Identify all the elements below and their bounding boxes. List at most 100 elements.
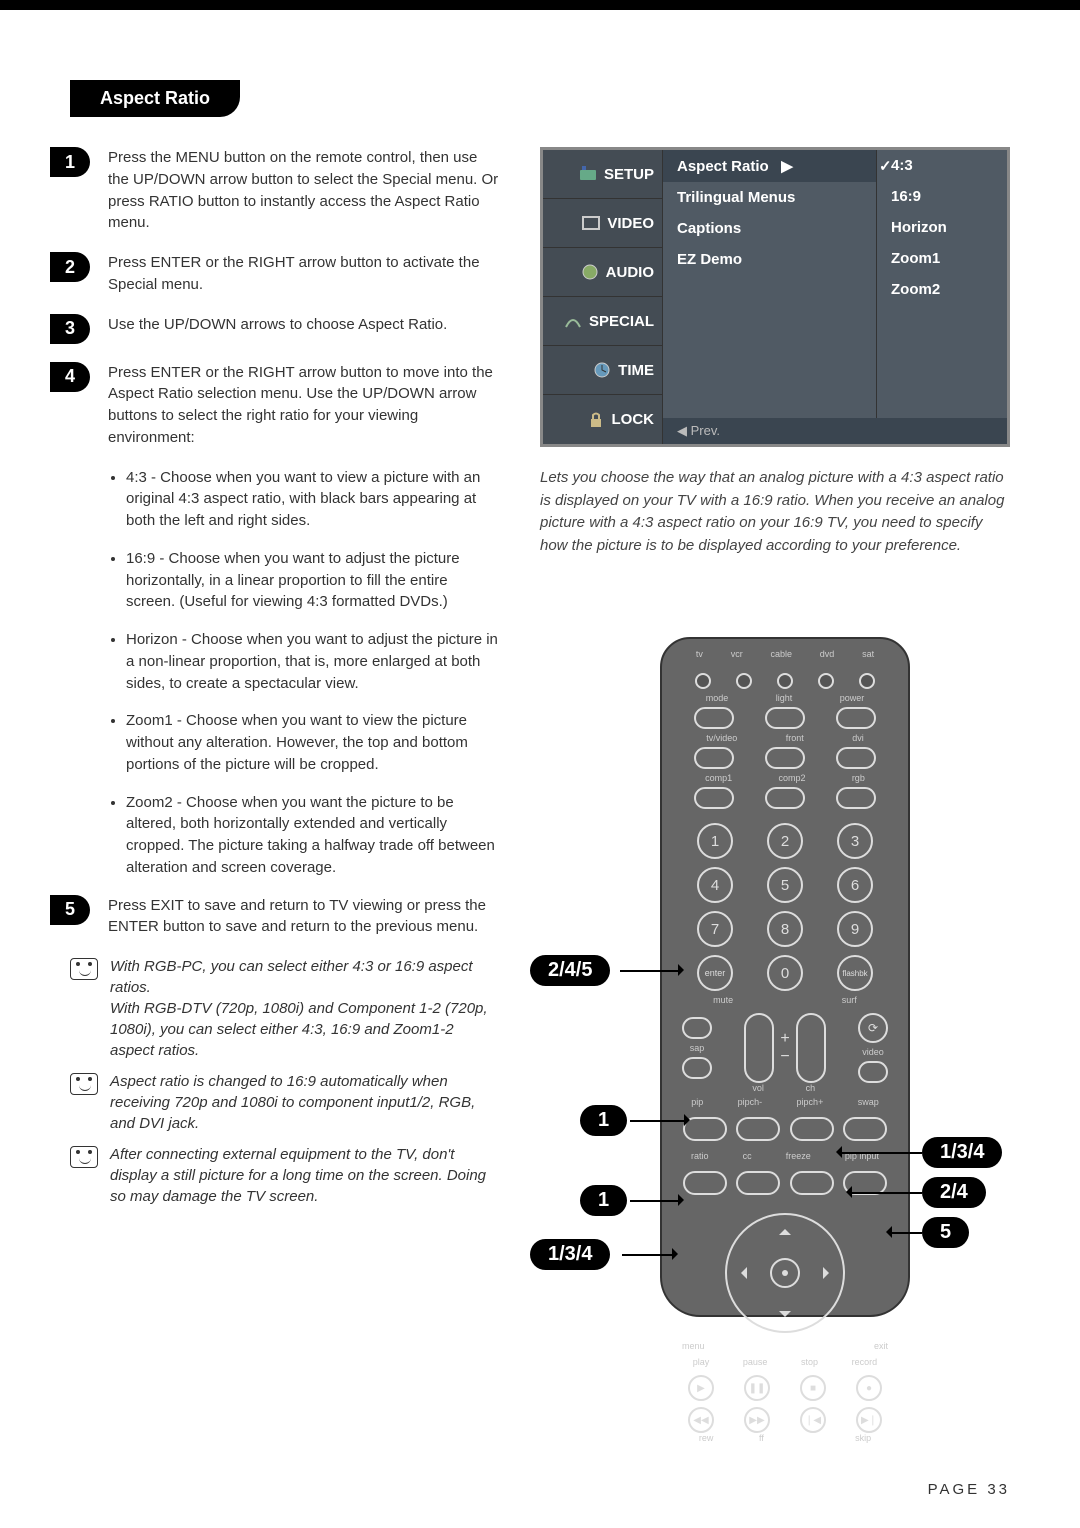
rew-button[interactable]: ◀◀	[688, 1407, 714, 1433]
bullet-43: 4:3 - Choose when you want to view a pic…	[126, 467, 500, 532]
front-button[interactable]	[765, 747, 805, 769]
num-0[interactable]: 0	[767, 955, 803, 991]
ff-button[interactable]: ▶▶	[744, 1407, 770, 1433]
figure-caption: Lets you choose the way that an analog p…	[540, 467, 1010, 557]
callout-line	[850, 1192, 922, 1194]
osd-item-ezdemo: EZ Demo	[663, 244, 876, 275]
ch-rocker[interactable]: ch	[796, 1013, 826, 1083]
rgb-button[interactable]	[836, 787, 876, 809]
led-icon	[859, 673, 875, 689]
step-2-text: Press ENTER or the RIGHT arrow button to…	[108, 252, 500, 296]
ratio-button[interactable]	[683, 1171, 727, 1195]
pipchm-button[interactable]	[736, 1117, 780, 1141]
lbl-mode: mode	[706, 693, 729, 703]
step-1-text: Press the MENU button on the remote cont…	[108, 147, 500, 234]
lbl-mute: mute	[713, 995, 733, 1005]
play-button[interactable]: ▶	[688, 1375, 714, 1401]
num-7[interactable]: 7	[697, 911, 733, 947]
osd-tab-lock: LOCK	[543, 395, 663, 444]
tvvideo-button[interactable]	[694, 747, 734, 769]
note-icon	[70, 1146, 98, 1168]
note-2: Aspect ratio is changed to 16:9 automati…	[110, 1071, 500, 1134]
num-9[interactable]: 9	[837, 911, 873, 947]
num-6[interactable]: 6	[837, 867, 873, 903]
led-icon	[736, 673, 752, 689]
num-1[interactable]: 1	[697, 823, 733, 859]
pause-button[interactable]: ❚❚	[744, 1375, 770, 1401]
dpad-up-icon[interactable]	[779, 1223, 791, 1235]
lbl-swap: swap	[858, 1097, 879, 1107]
note-icon	[70, 1073, 98, 1095]
lbl-skip: skip	[855, 1433, 871, 1443]
flashbk-button[interactable]: flashbk	[837, 955, 873, 991]
num-2[interactable]: 2	[767, 823, 803, 859]
osd-item-captions: Captions	[663, 213, 876, 244]
osd-tab-audio: AUDIO	[543, 248, 663, 297]
osd-item-trilingual: Trilingual Menus	[663, 182, 876, 213]
left-column: 1Press the MENU button on the remote con…	[70, 147, 500, 1357]
arrow-icon	[830, 1146, 842, 1158]
osd-tab-special: SPECIAL	[543, 297, 663, 346]
num-5[interactable]: 5	[767, 867, 803, 903]
light-button[interactable]	[765, 707, 805, 729]
lbl-dvd: dvd	[820, 649, 835, 659]
record-button[interactable]: ●	[856, 1375, 882, 1401]
lbl-exit: exit	[874, 1341, 888, 1351]
osd-screenshot: SETUP VIDEO AUDIO SPECIAL TIME LOCK Aspe…	[540, 147, 1010, 447]
callout-134b: 1/3/4	[922, 1137, 1002, 1168]
comp2-button[interactable]	[765, 787, 805, 809]
cc-button[interactable]	[736, 1171, 780, 1195]
dpad-down-icon[interactable]	[779, 1311, 791, 1323]
lbl-record: record	[852, 1357, 878, 1367]
mode-button[interactable]	[694, 707, 734, 729]
comp1-button[interactable]	[694, 787, 734, 809]
arrow-icon	[678, 964, 690, 976]
arrow-icon	[678, 1194, 690, 1206]
lbl-cc: cc	[743, 1151, 752, 1161]
skip-back-button[interactable]: ❘◀	[800, 1407, 826, 1433]
osd-opt-zoom1: Zoom1	[877, 243, 1007, 274]
lbl-menu: menu	[682, 1341, 705, 1351]
lbl-ff: ff	[759, 1433, 764, 1443]
dpad[interactable]	[725, 1213, 845, 1333]
stop-button[interactable]: ■	[800, 1375, 826, 1401]
bullet-zoom2: Zoom2 - Choose when you want the picture…	[126, 792, 500, 879]
lbl-stop: stop	[801, 1357, 818, 1367]
surf-button[interactable]: ⟳	[858, 1013, 888, 1043]
lbl-video: video	[862, 1047, 884, 1057]
skip-fwd-button[interactable]: ▶❘	[856, 1407, 882, 1433]
dpad-left-icon[interactable]	[735, 1267, 747, 1279]
callout-24: 2/4	[922, 1177, 986, 1208]
pipchp-button[interactable]	[790, 1117, 834, 1141]
num-3[interactable]: 3	[837, 823, 873, 859]
osd-item-aspect: Aspect Ratio ▶	[663, 150, 876, 182]
freeze-button[interactable]	[790, 1171, 834, 1195]
lbl-dvi: dvi	[852, 733, 864, 743]
bullet-horizon: Horizon - Choose when you want to adjust…	[126, 629, 500, 694]
video-button[interactable]	[858, 1061, 888, 1083]
dpad-ok[interactable]	[770, 1258, 800, 1288]
lbl-comp2: comp2	[778, 773, 805, 783]
power-button[interactable]	[836, 707, 876, 729]
step-3-badge: 3	[50, 314, 90, 344]
swap-button[interactable]	[843, 1117, 887, 1141]
dvi-button[interactable]	[836, 747, 876, 769]
arrow-icon	[840, 1186, 852, 1198]
lbl-freeze: freeze	[786, 1151, 811, 1161]
num-8[interactable]: 8	[767, 911, 803, 947]
osd-opt-43: 4:3	[877, 150, 1007, 181]
sap-button[interactable]	[682, 1057, 712, 1079]
lbl-play: play	[693, 1357, 710, 1367]
right-column: SETUP VIDEO AUDIO SPECIAL TIME LOCK Aspe…	[540, 147, 1010, 1357]
enter-button[interactable]: enter	[697, 955, 733, 991]
dpad-right-icon[interactable]	[823, 1267, 835, 1279]
lbl-power: power	[840, 693, 865, 703]
lbl-vcr: vcr	[731, 649, 743, 659]
lbl-pipchm: pipch-	[738, 1097, 763, 1107]
lbl-surf: surf	[842, 995, 857, 1005]
lbl-cable: cable	[770, 649, 792, 659]
callout-134a: 1/3/4	[530, 1239, 610, 1270]
num-4[interactable]: 4	[697, 867, 733, 903]
mute-button[interactable]	[682, 1017, 712, 1039]
vol-rocker[interactable]: vol	[744, 1013, 774, 1083]
